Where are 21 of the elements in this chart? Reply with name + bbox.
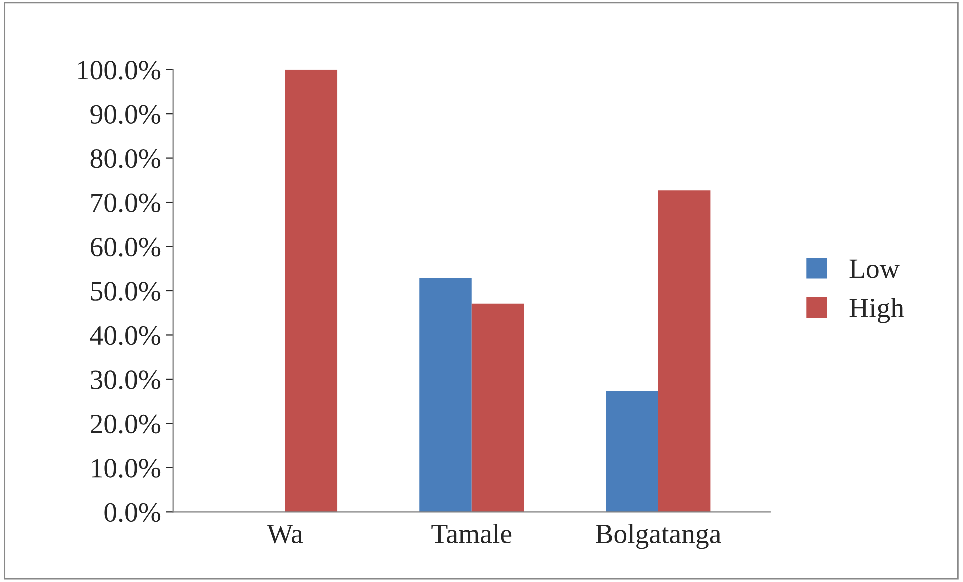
y-tick-label: 20.0% bbox=[91, 414, 161, 434]
y-tick-label: 10.0% bbox=[92, 459, 161, 478]
y-tick-label: 50.0% bbox=[91, 282, 161, 302]
legend-label: Low bbox=[850, 260, 900, 278]
y-tick-label: 30.0% bbox=[91, 370, 161, 390]
bar bbox=[285, 70, 338, 512]
bar bbox=[658, 190, 711, 512]
y-tick-label: 70.0% bbox=[92, 194, 161, 213]
x-tick-label: Bolgatanga bbox=[596, 524, 722, 550]
bar bbox=[420, 278, 472, 512]
y-tick-label: 90.0% bbox=[90, 105, 161, 124]
bar bbox=[472, 304, 524, 512]
x-tick-label: Wa bbox=[267, 525, 304, 544]
y-tick-label: 100.0% bbox=[78, 61, 161, 80]
y-tick-label: 60.0% bbox=[90, 238, 161, 257]
bar bbox=[606, 391, 658, 512]
y-tick-label: 40.0% bbox=[90, 326, 161, 346]
y-tick-label: 80.0% bbox=[90, 149, 161, 168]
legend-label: High bbox=[850, 298, 904, 324]
y-tick-label: 0.0% bbox=[104, 503, 161, 522]
x-tick-label: Tamale bbox=[432, 524, 512, 544]
